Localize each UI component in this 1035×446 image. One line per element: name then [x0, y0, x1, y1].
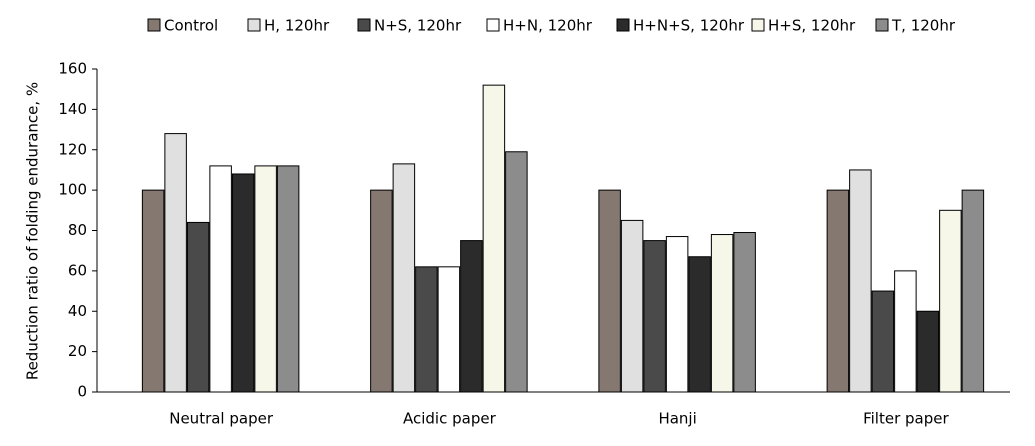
legend-swatch [247, 18, 261, 32]
legend-label: N+S, 120hr [374, 17, 462, 35]
y-tick-label: 100 [58, 181, 87, 199]
y-tick-label: 40 [68, 302, 87, 320]
bar [665, 236, 689, 393]
bar [643, 240, 666, 393]
bar [415, 266, 438, 393]
legend-swatch [147, 18, 161, 32]
bar [871, 290, 895, 393]
bar [733, 232, 756, 393]
x-tick-label: Acidic paper [403, 410, 497, 428]
x-tick-label: Hanji [658, 410, 696, 428]
legend-label: H+N+S, 120hr [633, 17, 745, 35]
y-tick-label: 0 [77, 383, 87, 401]
y-tick-label: 60 [68, 261, 87, 279]
legend-label: H+S, 120hr [768, 17, 856, 35]
bar [505, 151, 528, 393]
bar [894, 270, 917, 393]
y-tick-label: 160 [58, 60, 87, 78]
bar [392, 163, 416, 393]
bar [916, 310, 940, 393]
y-tick-label: 80 [68, 221, 87, 239]
x-tick-label: Filter paper [863, 410, 949, 428]
bar [254, 165, 277, 393]
bar [482, 84, 506, 393]
legend-label: T, 120hr [891, 17, 956, 35]
legend-swatch [357, 18, 371, 32]
legend-swatch [875, 18, 889, 32]
bar [826, 189, 850, 393]
bar [939, 209, 962, 393]
bar [186, 221, 210, 393]
bar [620, 219, 644, 393]
bar [370, 189, 393, 393]
legend-swatch [486, 18, 500, 32]
bar [276, 165, 300, 393]
bar [141, 189, 165, 393]
bar [849, 169, 872, 393]
bar [164, 133, 187, 393]
legend-swatch [616, 18, 630, 32]
y-axis-label: Reduction ratio of folding endurance, % [24, 82, 42, 380]
bar [437, 266, 461, 393]
bar [710, 234, 734, 393]
legend-swatch [751, 18, 765, 32]
bar [598, 189, 621, 393]
bar [961, 189, 985, 393]
y-tick-label: 140 [58, 100, 87, 118]
bar [688, 256, 711, 393]
bar [460, 240, 483, 393]
legend-label: H+N, 120hr [503, 17, 593, 35]
y-tick-label: 120 [58, 140, 87, 158]
y-tick-label: 20 [68, 342, 87, 360]
bar [209, 165, 232, 393]
bar [231, 173, 255, 393]
legend-label: Control [164, 17, 218, 35]
x-tick-label: Neutral paper [169, 410, 274, 428]
legend-label: H, 120hr [264, 17, 330, 35]
